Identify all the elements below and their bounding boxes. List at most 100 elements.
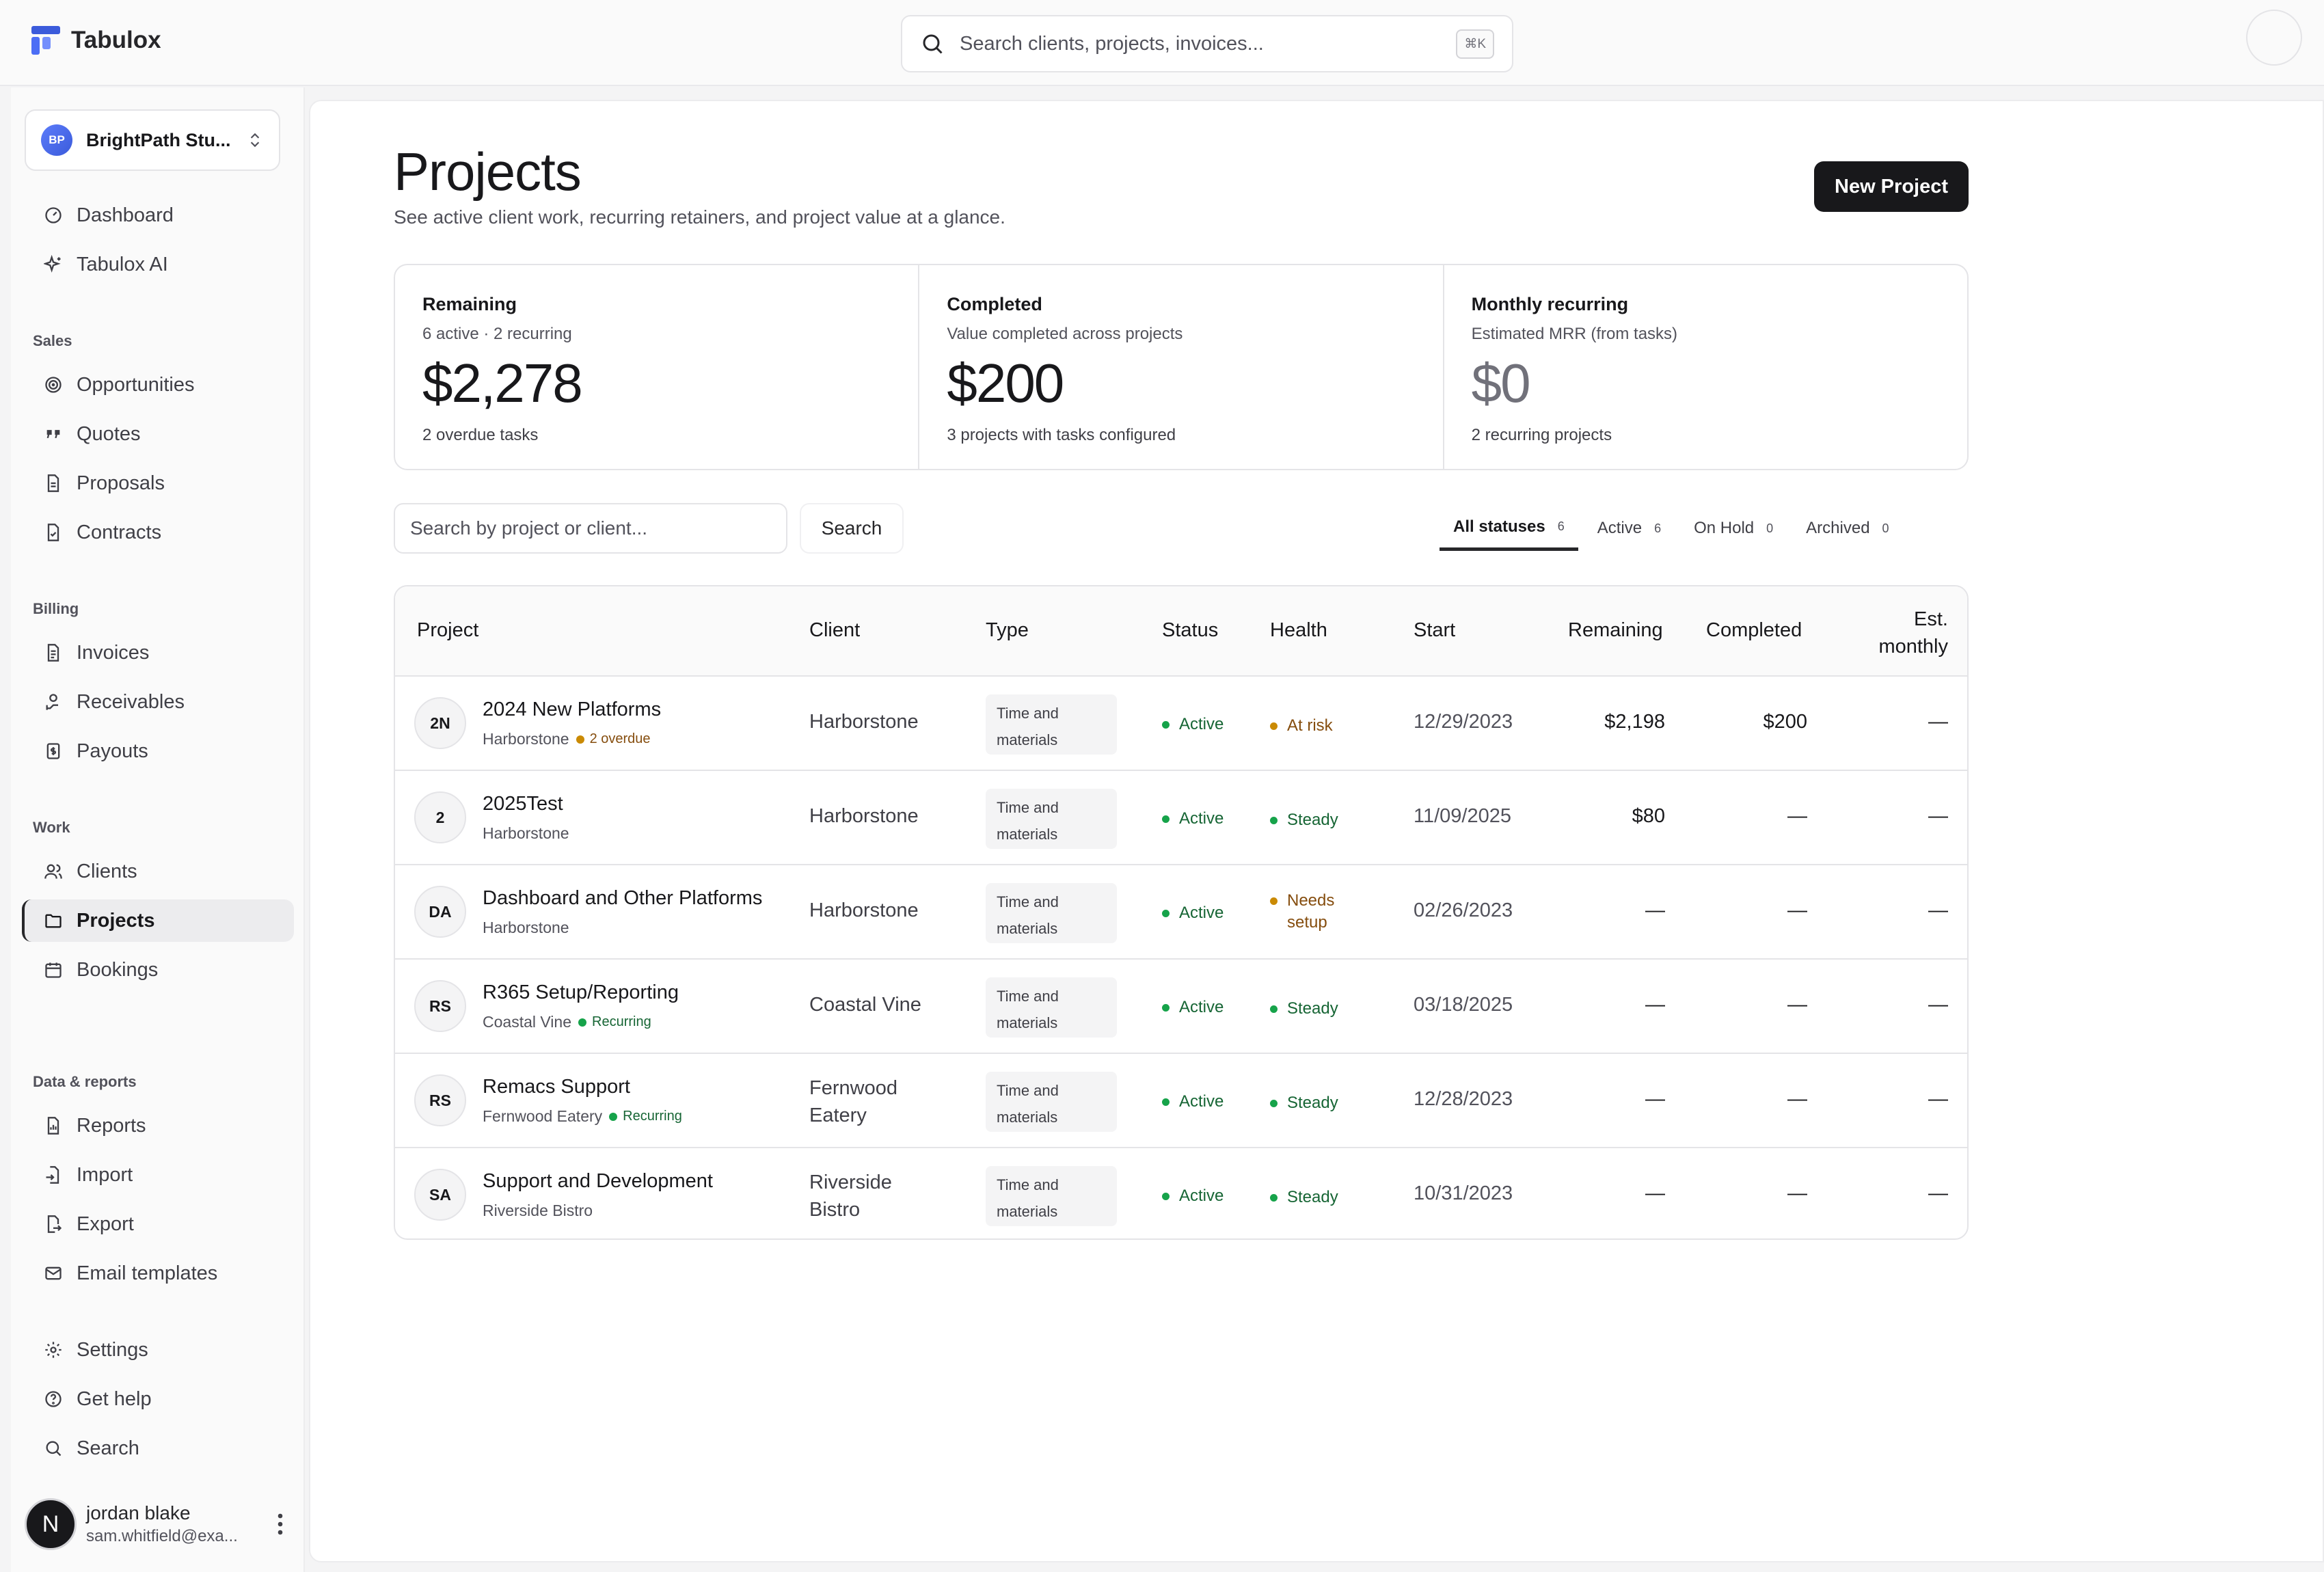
sidebar-item-email-templates[interactable]: Email templates bbox=[22, 1252, 294, 1295]
sidebar-item-invoices[interactable]: Invoices bbox=[22, 632, 294, 674]
mail-icon bbox=[45, 1266, 62, 1280]
workspace-switcher[interactable]: BP BrightPath Stu... bbox=[25, 109, 280, 171]
user-card[interactable]: N jordan blake sam.whitfield@exa... bbox=[25, 1491, 291, 1557]
tab-on-hold[interactable]: On Hold 0 bbox=[1680, 506, 1787, 551]
project-name[interactable]: R365 Setup/Reporting bbox=[483, 981, 679, 1003]
folder-icon bbox=[45, 914, 62, 928]
table-row[interactable]: 2 2025Test Harborstone Harborstone Time … bbox=[395, 770, 1967, 864]
client-cell: Harborstone bbox=[809, 711, 919, 733]
sidebar-item-label: Email templates bbox=[77, 1262, 218, 1284]
report-icon bbox=[47, 1117, 59, 1135]
remaining-cell: $80 bbox=[1632, 805, 1665, 827]
column-header-project[interactable]: Project bbox=[417, 619, 479, 641]
sidebar-item-export[interactable]: Export bbox=[22, 1203, 294, 1245]
health-badge: Steady bbox=[1270, 809, 1338, 831]
sidebar-item-bookings[interactable]: Bookings bbox=[22, 949, 294, 991]
type-line: Time and bbox=[997, 705, 1059, 722]
sidebar-item-label: Opportunities bbox=[77, 373, 195, 396]
shortcut-badge: ⌘K bbox=[1456, 29, 1494, 59]
client-cell: Harborstone bbox=[809, 805, 919, 827]
completed-cell: — bbox=[1787, 994, 1807, 1016]
sidebar-item-label: Export bbox=[77, 1212, 134, 1235]
health-dot-icon bbox=[1270, 817, 1278, 824]
sidebar-item-label: Quotes bbox=[77, 422, 141, 445]
monthly-cell: — bbox=[1928, 994, 1948, 1016]
health-dot-icon bbox=[1270, 1194, 1278, 1202]
sidebar-item-opportunities[interactable]: Opportunities bbox=[22, 364, 294, 406]
remaining-cell: — bbox=[1645, 1088, 1665, 1110]
sidebar-item-quotes[interactable]: Quotes bbox=[22, 413, 294, 455]
table-row[interactable]: RS R365 Setup/Reporting Coastal Vine Recu… bbox=[395, 958, 1967, 1053]
table-row[interactable]: SA Support and Development Riverside Bis… bbox=[395, 1147, 1967, 1238]
client-cell: Coastal Vine bbox=[809, 994, 921, 1016]
column-header-est-monthly[interactable]: Est. monthly bbox=[1878, 606, 1948, 660]
project-name[interactable]: Dashboard and Other Platforms bbox=[483, 887, 763, 909]
sidebar-item-label: Payouts bbox=[77, 740, 148, 762]
column-header-status[interactable]: Status bbox=[1162, 619, 1219, 641]
status-dot-icon bbox=[1162, 1003, 1170, 1012]
page-title: Projects bbox=[394, 141, 582, 202]
sidebar-item-tabulox-ai[interactable]: Tabulox AI bbox=[22, 243, 294, 286]
column-header-health[interactable]: Health bbox=[1270, 619, 1327, 641]
completed-cell: — bbox=[1787, 805, 1807, 827]
project-client-sub: Harborstone bbox=[483, 919, 569, 937]
sidebar-item-settings[interactable]: Settings bbox=[22, 1329, 294, 1371]
tab-archived[interactable]: Archived 0 bbox=[1792, 506, 1902, 551]
sidebar-item-get-help[interactable]: Get help bbox=[22, 1378, 294, 1420]
completed-cell: — bbox=[1787, 899, 1807, 921]
search-button[interactable]: Search bbox=[800, 503, 904, 554]
status-label: Active bbox=[1179, 809, 1224, 828]
table-row[interactable]: 2N 2024 New Platforms Harborstone 2 overd… bbox=[395, 675, 1967, 770]
status-label: Active bbox=[1179, 1187, 1224, 1205]
sidebar-item-label: Contracts bbox=[77, 521, 162, 543]
project-name[interactable]: 2025Test bbox=[483, 793, 563, 815]
type-line: materials bbox=[997, 1109, 1058, 1126]
sidebar-item-dashboard[interactable]: Dashboard bbox=[22, 194, 294, 236]
stat-footnote: 2 overdue tasks bbox=[422, 426, 539, 444]
sidebar-item-search[interactable]: Search bbox=[22, 1427, 294, 1469]
table-row[interactable]: DA Dashboard and Other Platforms Harbors… bbox=[395, 864, 1967, 958]
more-vertical-icon[interactable] bbox=[275, 1512, 286, 1536]
column-header-client[interactable]: Client bbox=[809, 619, 861, 641]
sidebar-item-payouts[interactable]: Payouts bbox=[22, 730, 294, 772]
brand[interactable]: Tabulox bbox=[31, 26, 161, 55]
stat-value: $2,278 bbox=[422, 353, 583, 414]
tab-active[interactable]: Active 6 bbox=[1584, 506, 1675, 551]
health-badge: Steady bbox=[1270, 1187, 1338, 1208]
completed-cell: — bbox=[1787, 1182, 1807, 1204]
table-row[interactable]: RS Remacs Support Fernwood Eatery Recurri… bbox=[395, 1053, 1967, 1147]
project-search-input[interactable]: Search by project or client... bbox=[394, 503, 787, 554]
stat-footnote: 2 recurring projects bbox=[1471, 426, 1612, 444]
sidebar-item-receivables[interactable]: Receivables bbox=[22, 681, 294, 723]
type-line: materials bbox=[997, 1203, 1058, 1220]
new-project-button[interactable]: New Project bbox=[1814, 161, 1969, 212]
sidebar-item-projects[interactable]: Projects bbox=[22, 899, 294, 942]
column-header-type[interactable]: Type bbox=[986, 619, 1029, 641]
type-pill: Time and materials bbox=[986, 1072, 1117, 1132]
project-name[interactable]: Support and Development bbox=[483, 1170, 713, 1192]
status-label: Active bbox=[1179, 715, 1224, 733]
account-avatar[interactable] bbox=[2246, 10, 2302, 66]
column-header-completed[interactable]: Completed bbox=[1706, 619, 1802, 641]
sparkles-icon bbox=[44, 255, 61, 273]
sidebar-item-contracts[interactable]: Contracts bbox=[22, 511, 294, 554]
project-name[interactable]: 2024 New Platforms bbox=[483, 699, 662, 720]
sidebar-item-clients[interactable]: Clients bbox=[22, 850, 294, 893]
type-line: materials bbox=[997, 731, 1058, 748]
stat-value: $200 bbox=[947, 353, 1064, 414]
sidebar-item-import[interactable]: Import bbox=[22, 1154, 294, 1196]
global-search-input[interactable]: Search clients, projects, invoices... ⌘K bbox=[901, 15, 1513, 72]
tab-label: On Hold bbox=[1694, 519, 1755, 537]
project-name[interactable]: Remacs Support bbox=[483, 1076, 630, 1098]
column-header-remaining[interactable]: Remaining bbox=[1568, 619, 1663, 641]
column-header-start[interactable]: Start bbox=[1414, 619, 1456, 641]
project-initials: 2 bbox=[414, 791, 466, 843]
gauge-icon bbox=[45, 207, 62, 223]
tab-all-statuses[interactable]: All statuses 6 bbox=[1440, 506, 1578, 551]
sidebar-item-proposals[interactable]: Proposals bbox=[22, 462, 294, 504]
monthly-cell: — bbox=[1928, 1182, 1948, 1204]
status-badge: Active bbox=[1162, 809, 1224, 828]
sidebar-item-reports[interactable]: Reports bbox=[22, 1105, 294, 1147]
stats-panel: Remaining 6 active · 2 recurring $2,278 … bbox=[394, 264, 1969, 470]
project-client-name: Coastal Vine bbox=[483, 1013, 571, 1031]
